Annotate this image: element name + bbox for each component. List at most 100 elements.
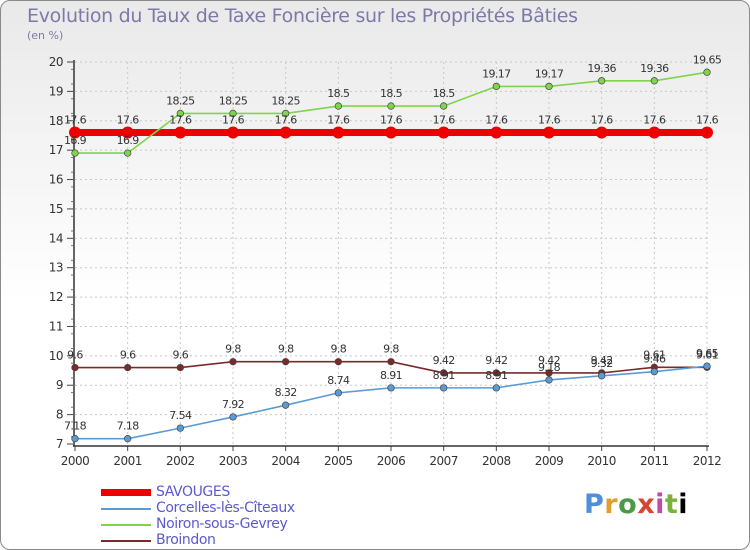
data-point (71, 435, 79, 443)
data-point (387, 102, 395, 110)
data-label: 17.6 (380, 114, 403, 127)
data-point (440, 384, 448, 392)
y-tick-label: 8 (56, 408, 63, 422)
data-label: 7.92 (222, 398, 244, 411)
data-label: 9.42 (485, 354, 507, 367)
data-point (545, 82, 553, 91)
data-point (334, 358, 342, 366)
data-point (227, 126, 239, 139)
data-label: 17.6 (433, 114, 456, 127)
logo-letter: P (584, 489, 605, 520)
data-point (282, 109, 290, 118)
logo-letter: r (604, 489, 619, 520)
data-label: 9.8 (330, 343, 346, 356)
x-tick-label: 2006 (377, 454, 406, 468)
data-label: 17.6 (643, 114, 666, 127)
data-label: 17.6 (222, 114, 245, 127)
data-point (71, 149, 79, 157)
legend-label: Broindon (156, 532, 216, 548)
data-label: 9.6 (67, 349, 83, 362)
legend-label: Noiron-sous-Gevrey (156, 516, 288, 532)
x-tick-label: 2001 (113, 454, 142, 468)
logo-letter: t (664, 489, 679, 520)
data-point (492, 82, 500, 91)
data-point (650, 368, 658, 376)
data-label: 8.91 (433, 369, 455, 382)
data-label: 7.18 (117, 420, 140, 433)
data-label: 8.91 (485, 369, 507, 382)
data-point (437, 126, 450, 139)
data-label: 19.17 (482, 67, 511, 80)
data-point (492, 369, 500, 377)
data-label: 18.25 (166, 94, 195, 107)
data-label: 19.65 (693, 53, 722, 66)
y-tick-label: 10 (49, 349, 63, 363)
series-lines (69, 68, 713, 443)
data-point (385, 126, 397, 139)
data-point (229, 109, 237, 118)
data-point (595, 126, 608, 139)
data-label: 17.6 (538, 114, 561, 127)
x-tick-label: 2002 (166, 454, 195, 468)
data-point (545, 369, 553, 377)
y-tick-label: 18 (49, 114, 63, 128)
data-point (282, 358, 290, 366)
y-tick-label: 14 (49, 231, 63, 245)
x-tick-label: 2011 (640, 454, 669, 468)
y-tick-label: 12 (49, 290, 63, 304)
data-label: 9.18 (538, 361, 561, 374)
data-point (124, 435, 132, 443)
x-tick-label: 2005 (324, 454, 353, 468)
data-label: 17.6 (117, 114, 140, 127)
data-label: 17.6 (275, 114, 298, 127)
y-tick-label: 19 (49, 84, 63, 98)
x-tick-label: 2012 (693, 454, 722, 468)
y-tick-label: 15 (49, 202, 63, 216)
data-point (124, 149, 132, 157)
data-point (334, 389, 342, 397)
data-label: 9.42 (433, 354, 455, 367)
data-label: 9.8 (383, 343, 399, 356)
data-label: 9.6 (172, 349, 188, 362)
chart-title: Evolution du Taux de Taxe Foncière sur l… (27, 5, 578, 27)
legend-label: SAVOUGES (156, 484, 230, 500)
data-point (440, 102, 448, 110)
data-point (71, 363, 79, 372)
data-label: 16.9 (64, 134, 87, 147)
data-point (703, 362, 711, 370)
data-labels: 17.6 17.6 17.6 17.6 17.6 17.6 17.6 17.6 17.6 17.6… (64, 53, 722, 432)
data-label: 8.32 (275, 386, 297, 399)
data-point (545, 376, 553, 384)
data-point (543, 126, 555, 139)
data-label: 9.61 (696, 348, 718, 361)
x-tick-label: 2008 (482, 454, 511, 468)
legend-swatch (101, 489, 151, 496)
data-label: 17.6 (327, 114, 350, 127)
y-tick-label: 7 (56, 437, 63, 451)
legend-swatch (101, 524, 151, 526)
x-tick-label: 2004 (271, 454, 300, 468)
x-tick-label: 2010 (587, 454, 616, 468)
grid-lines (75, 61, 708, 444)
data-label: 19.36 (640, 62, 669, 75)
data-label: 18.25 (271, 94, 300, 107)
x-tick-label: 2009 (535, 454, 564, 468)
data-label: 16.9 (117, 134, 140, 147)
data-label: 18.5 (380, 87, 403, 100)
proxiti-logo: Proxiti (584, 489, 688, 520)
data-label: 18.25 (219, 94, 248, 107)
data-point (229, 413, 237, 421)
data-label: 8.91 (380, 369, 402, 382)
data-label: 18.5 (433, 87, 456, 100)
y-tick-label: 9 (56, 378, 63, 392)
data-label: 9.6 (120, 349, 136, 362)
y-tick-label: 16 (49, 173, 63, 187)
logo-letter: i (655, 489, 665, 520)
data-point (492, 384, 500, 392)
logo-letter: i (678, 489, 689, 520)
data-point (387, 358, 395, 366)
data-label: 7.18 (64, 420, 87, 433)
logo-letter: x (637, 489, 656, 520)
data-point (121, 126, 134, 139)
